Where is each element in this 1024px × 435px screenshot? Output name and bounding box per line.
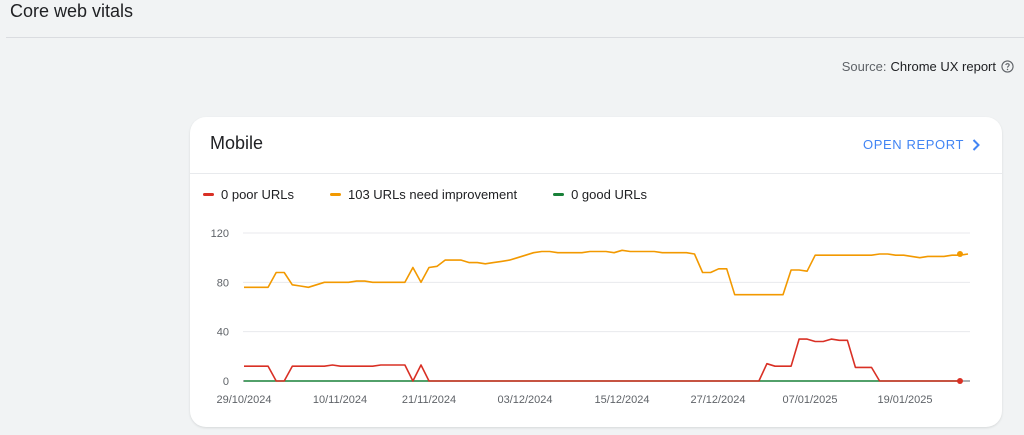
- header-divider: [6, 37, 1024, 38]
- chart-legend: 0 poor URLs 103 URLs need improvement 0 …: [203, 187, 683, 202]
- mobile-card: Mobile OPEN REPORT 0 poor URLs 103 URLs …: [190, 117, 1002, 427]
- y-tick-label: 80: [217, 277, 229, 289]
- x-tick-label: 07/01/2025: [782, 394, 837, 406]
- series-line-poor-urls: [244, 338, 960, 382]
- series-line-urls-need-improvement: [244, 249, 969, 296]
- series-end-point-poor-urls: [957, 378, 963, 384]
- legend-label-poor: 0 poor URLs: [221, 187, 294, 202]
- x-tick-label: 29/10/2024: [216, 394, 271, 406]
- source-value: Chrome UX report: [890, 59, 996, 74]
- y-tick-label: 120: [211, 228, 229, 240]
- legend-label-needs-improvement: 103 URLs need improvement: [347, 187, 518, 202]
- card-divider: [190, 173, 1002, 174]
- legend-label-good: 0 good URLs: [571, 187, 647, 202]
- x-tick-label: 19/01/2025: [877, 394, 932, 406]
- chevron-right-icon: [972, 138, 980, 151]
- y-tick-label: 0: [223, 376, 229, 388]
- series-end-point-urls-need-improvement: [957, 250, 963, 257]
- card-title: Mobile: [210, 133, 264, 153]
- legend-poor[interactable]: 0 poor URLs: [203, 187, 294, 202]
- legend-swatch-poor: [203, 193, 214, 196]
- x-tick-label: 10/11/2024: [313, 394, 367, 406]
- x-tick-label: 21/11/2024: [402, 394, 456, 406]
- source-line: Source: Chrome UX report: [842, 59, 1014, 74]
- open-report-button[interactable]: OPEN REPORT: [863, 137, 980, 152]
- open-report-label: OPEN REPORT: [863, 137, 964, 152]
- page-title: Core web vitals: [10, 1, 134, 21]
- legend-swatch-needs-improvement: [329, 193, 341, 196]
- source-label: Source:: [841, 59, 887, 74]
- line-chart: 0 40 80 120 29/10/2024 10/11/2024 21/11/2024 03…: [211, 228, 970, 406]
- legend-needs-improvement[interactable]: 103 URLs need improvement: [329, 187, 518, 202]
- x-tick-label: 15/12/2024: [594, 394, 649, 406]
- legend-good[interactable]: 0 good URLs: [553, 187, 647, 202]
- x-tick-label: 03/12/2024: [497, 394, 552, 406]
- help-icon[interactable]: [1001, 60, 1014, 73]
- x-tick-label: 27/12/2024: [690, 394, 745, 406]
- y-tick-label: 40: [217, 327, 229, 339]
- legend-swatch-good: [553, 193, 565, 196]
